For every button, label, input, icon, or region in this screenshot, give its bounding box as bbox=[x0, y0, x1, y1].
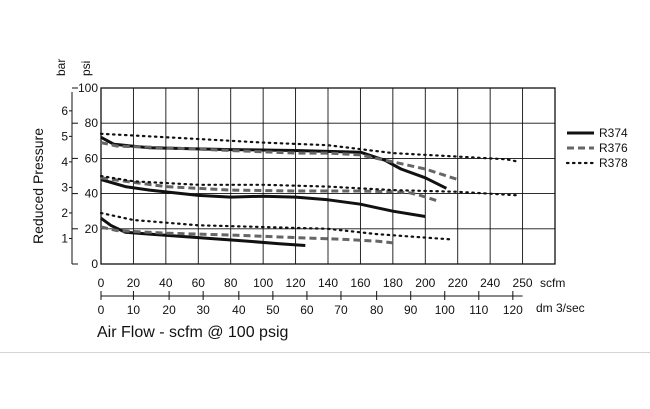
x-tick-scfm-label: 100 bbox=[253, 276, 273, 290]
gridlines bbox=[101, 88, 555, 264]
x-tick-dm3-label: 60 bbox=[300, 303, 314, 317]
x-tick-dm3-label: 40 bbox=[232, 303, 246, 317]
y-tick-psi-label: 20 bbox=[85, 222, 99, 236]
x-tick-dm3-label: 80 bbox=[370, 303, 384, 317]
series-line-r374-curve-1 bbox=[100, 135, 448, 190]
y-tick-bar-label: 2 bbox=[61, 206, 68, 220]
x-unit-dm3-label: dm 3/sec bbox=[536, 301, 585, 315]
x-tick-scfm-label: 20 bbox=[127, 276, 141, 290]
y-tick-bar-label: 3 bbox=[61, 180, 68, 194]
series-lines bbox=[99, 132, 521, 247]
x-tick-dm3-label: 20 bbox=[162, 303, 176, 317]
y-tick-psi-label: 0 bbox=[91, 257, 98, 271]
series-line-r376-curve-2 bbox=[100, 176, 438, 203]
y-tick-bar-label: 4 bbox=[61, 155, 68, 169]
x-tick-scfm-label: 80 bbox=[224, 276, 238, 290]
series-line-r378-curve-2 bbox=[99, 174, 521, 197]
x-tick-dm3-label: 10 bbox=[127, 303, 141, 317]
x-tick-scfm-label: 0 bbox=[98, 276, 105, 290]
series-line-r376-curve-3 bbox=[100, 225, 394, 245]
x-tick-dm3-label: 30 bbox=[196, 303, 210, 317]
x-tick-scfm-label: 180 bbox=[383, 276, 403, 290]
divider-line bbox=[0, 352, 650, 353]
y-axis-title: Reduced Pressure bbox=[30, 128, 46, 244]
series-line-r378-curve-1 bbox=[99, 132, 521, 163]
x-tick-scfm-label: 40 bbox=[159, 276, 173, 290]
y-unit-psi-label: psi bbox=[79, 61, 93, 76]
series-line-r374-curve-2 bbox=[100, 178, 426, 218]
x-axis-title: Air Flow - scfm @ 100 psig bbox=[97, 324, 288, 341]
y-tick-bar-label: 5 bbox=[61, 129, 68, 143]
x-tick-dm3-label: 90 bbox=[404, 303, 418, 317]
y-tick-psi-label: 80 bbox=[85, 116, 99, 130]
x-tick-scfm-label: 200 bbox=[415, 276, 435, 290]
x-tick-scfm-label: 120 bbox=[286, 276, 306, 290]
x-tick-dm3-label: 0 bbox=[98, 303, 105, 317]
x-tick-dm3-label: 120 bbox=[503, 303, 523, 317]
series-line-r374-curve-3 bbox=[100, 216, 306, 247]
x-tick-dm3-label: 100 bbox=[435, 303, 455, 317]
series-line-r378-curve-3 bbox=[99, 211, 453, 241]
x-tick-scfm-label: 220 bbox=[448, 276, 468, 290]
y-tick-bar-label: 6 bbox=[61, 104, 68, 118]
x-unit-scfm-label: scfm bbox=[540, 276, 565, 290]
y-tick-bar-label: 1 bbox=[61, 231, 68, 245]
y-tick-psi-label: 60 bbox=[85, 151, 99, 165]
legend-label-r374: R374 bbox=[599, 126, 628, 140]
y-tick-psi-label: 100 bbox=[78, 81, 98, 95]
x-tick-scfm-label: 140 bbox=[318, 276, 338, 290]
series-line-r376-curve-1 bbox=[100, 141, 459, 181]
y-unit-bar-label: bar bbox=[54, 59, 68, 76]
legend-label-r378: R378 bbox=[599, 156, 628, 170]
x-tick-dm3-label: 70 bbox=[334, 303, 348, 317]
x-tick-scfm-label: 160 bbox=[350, 276, 370, 290]
x-tick-dm3-label: 110 bbox=[469, 303, 488, 317]
x-tick-scfm-label: 250 bbox=[513, 276, 533, 290]
y-tick-psi-label: 40 bbox=[85, 187, 99, 201]
x-tick-dm3-label: 50 bbox=[266, 303, 280, 317]
legend-label-r376: R376 bbox=[599, 141, 628, 155]
x-tick-scfm-label: 240 bbox=[480, 276, 500, 290]
x-tick-scfm-label: 60 bbox=[192, 276, 206, 290]
